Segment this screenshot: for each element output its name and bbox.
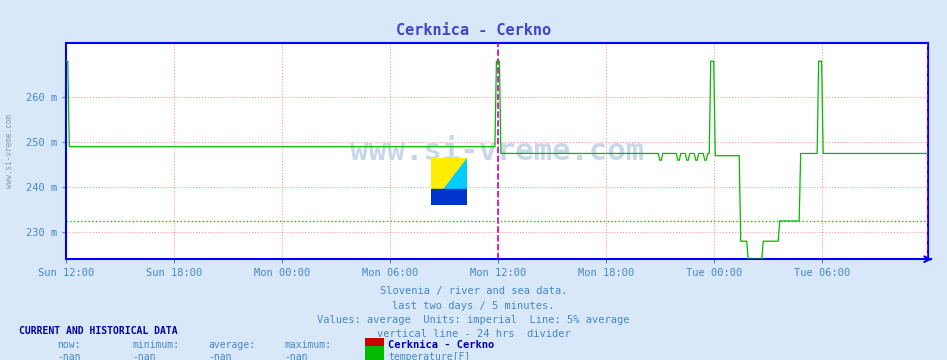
Text: vertical line - 24 hrs  divider: vertical line - 24 hrs divider: [377, 329, 570, 339]
Text: now:: now:: [57, 340, 80, 350]
Polygon shape: [431, 158, 467, 205]
Text: Slovenia / river and sea data.: Slovenia / river and sea data.: [380, 286, 567, 296]
Text: temperature[F]: temperature[F]: [388, 352, 471, 360]
Text: average:: average:: [208, 340, 256, 350]
Text: Cerknica - Cerkno: Cerknica - Cerkno: [388, 340, 494, 350]
Text: last two days / 5 minutes.: last two days / 5 minutes.: [392, 301, 555, 311]
Text: -nan: -nan: [133, 352, 156, 360]
Bar: [431, 189, 467, 205]
Text: maximum:: maximum:: [284, 340, 331, 350]
Text: minimum:: minimum:: [133, 340, 180, 350]
Text: www.si-vreme.com: www.si-vreme.com: [5, 114, 14, 188]
Text: -nan: -nan: [284, 352, 308, 360]
Text: CURRENT AND HISTORICAL DATA: CURRENT AND HISTORICAL DATA: [19, 326, 178, 336]
Polygon shape: [431, 158, 467, 205]
Text: Cerknica - Cerkno: Cerknica - Cerkno: [396, 23, 551, 39]
Text: www.si-vreme.com: www.si-vreme.com: [350, 137, 644, 166]
Text: -nan: -nan: [57, 352, 80, 360]
Text: Values: average  Units: imperial  Line: 5% average: Values: average Units: imperial Line: 5%…: [317, 315, 630, 325]
Text: -nan: -nan: [208, 352, 232, 360]
